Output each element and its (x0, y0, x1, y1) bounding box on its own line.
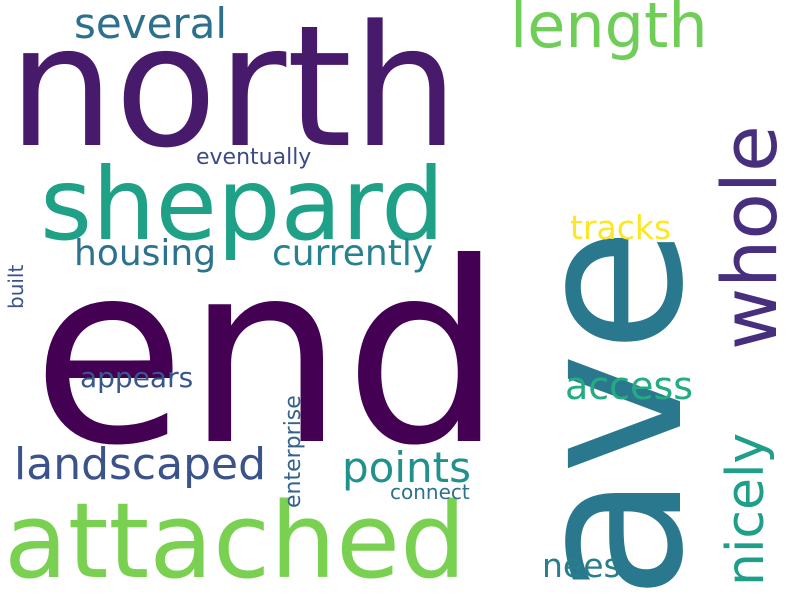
word-points: points (342, 443, 471, 492)
word-connect: connect (390, 480, 470, 504)
word-ave: ave (491, 226, 729, 600)
word-several: several (74, 0, 228, 48)
word-shepard: shepard (40, 146, 445, 263)
word-landscaped: landscaped (14, 439, 267, 490)
word-tracks: tracks (570, 208, 672, 247)
word-attached: attached (4, 480, 467, 600)
word-enterprise: enterprise (281, 395, 306, 508)
word-housing: housing (74, 233, 217, 274)
word-currently: currently (272, 233, 434, 274)
word-end: end (32, 209, 503, 500)
word-access: access (565, 364, 694, 408)
word-built: built (4, 264, 28, 309)
word-nees: nees (542, 546, 621, 585)
word-whole: whole (705, 125, 794, 350)
word-length: length (510, 0, 708, 62)
word-nicely: nicely (716, 432, 776, 586)
word-appears: appears (80, 361, 194, 394)
word-north: north (8, 0, 459, 185)
word-eventually: eventually (196, 145, 312, 170)
